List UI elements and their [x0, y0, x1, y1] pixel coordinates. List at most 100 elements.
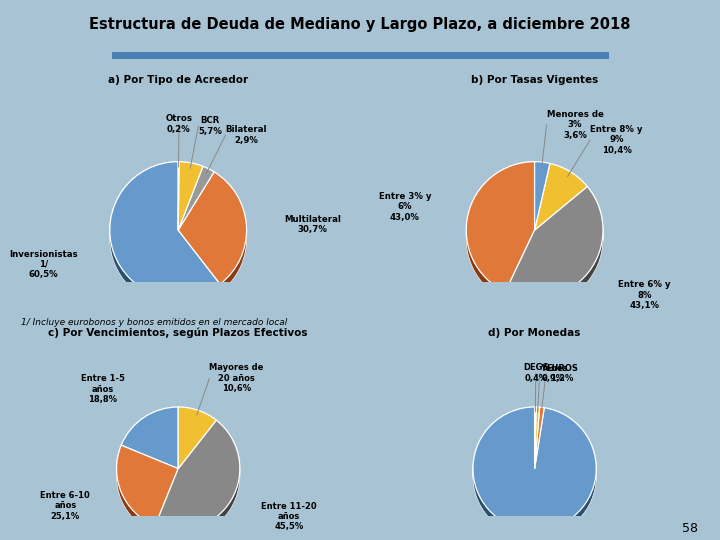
Wedge shape [467, 170, 534, 300]
Title: a) Por Tipo de Acreedor: a) Por Tipo de Acreedor [108, 76, 248, 85]
Title: d) Por Monedas: d) Por Monedas [488, 328, 581, 338]
Wedge shape [534, 409, 539, 471]
Wedge shape [121, 408, 179, 470]
Wedge shape [179, 411, 216, 473]
Wedge shape [534, 170, 588, 236]
Wedge shape [179, 167, 214, 231]
Wedge shape [534, 414, 536, 475]
Text: Inversionistas
1/
60,5%: Inversionistas 1/ 60,5% [9, 249, 78, 279]
Text: BCR
5,7%: BCR 5,7% [199, 116, 222, 136]
Title: b) Por Tasas Vigentes: b) Por Tasas Vigentes [471, 76, 598, 85]
Text: Menores de
3%
3,6%: Menores de 3% 3,6% [546, 110, 603, 140]
Wedge shape [179, 169, 203, 237]
Wedge shape [505, 192, 603, 305]
Wedge shape [534, 407, 536, 469]
Wedge shape [179, 172, 246, 284]
Wedge shape [534, 165, 550, 234]
Wedge shape [155, 423, 240, 534]
Wedge shape [473, 411, 596, 535]
Text: Multilateral
30,7%: Multilateral 30,7% [284, 215, 341, 234]
Wedge shape [117, 445, 179, 526]
Wedge shape [534, 167, 588, 234]
Text: Mayores de
20 años
10,6%: Mayores de 20 años 10,6% [210, 363, 264, 393]
Text: Entre 6% y
8%
43,1%: Entre 6% y 8% 43,1% [618, 280, 671, 310]
Wedge shape [505, 186, 603, 299]
Wedge shape [179, 176, 246, 288]
Text: Yenes
0,9%: Yenes 0,9% [540, 363, 567, 383]
Wedge shape [473, 414, 596, 537]
Wedge shape [534, 415, 539, 476]
Wedge shape [473, 413, 596, 536]
Wedge shape [121, 411, 179, 473]
Wedge shape [179, 172, 246, 284]
Wedge shape [179, 180, 246, 293]
Wedge shape [110, 166, 220, 303]
Text: Otros
0,2%: Otros 0,2% [166, 114, 192, 134]
Wedge shape [534, 410, 539, 472]
Wedge shape [534, 414, 544, 475]
Wedge shape [505, 195, 603, 307]
Wedge shape [110, 161, 220, 299]
Wedge shape [179, 173, 246, 285]
Wedge shape [473, 407, 596, 530]
Text: Entre 8% y
9%
10,4%: Entre 8% y 9% 10,4% [590, 125, 643, 155]
Wedge shape [179, 177, 246, 289]
Wedge shape [534, 411, 539, 473]
Wedge shape [534, 407, 539, 469]
Wedge shape [179, 413, 216, 474]
Wedge shape [534, 407, 544, 469]
Wedge shape [117, 453, 179, 534]
Wedge shape [117, 446, 179, 527]
Wedge shape [534, 414, 539, 475]
Wedge shape [534, 167, 550, 236]
Wedge shape [179, 415, 216, 476]
Wedge shape [534, 413, 536, 474]
Wedge shape [505, 191, 603, 303]
Wedge shape [473, 415, 596, 538]
Wedge shape [534, 163, 550, 231]
Wedge shape [534, 407, 539, 469]
Text: Entre 11-20
años
45,5%: Entre 11-20 años 45,5% [261, 502, 317, 531]
Text: Bilateral
2,9%: Bilateral 2,9% [225, 125, 267, 145]
Wedge shape [534, 413, 544, 474]
Wedge shape [179, 165, 203, 234]
Wedge shape [110, 161, 220, 299]
Wedge shape [179, 166, 203, 235]
Wedge shape [534, 172, 588, 238]
Wedge shape [467, 164, 534, 294]
Text: 1/ Incluye eurobonos y bonos emitidos en el mercado local: 1/ Incluye eurobonos y bonos emitidos en… [21, 318, 287, 327]
Wedge shape [467, 169, 534, 299]
Wedge shape [155, 424, 240, 535]
Wedge shape [179, 179, 246, 291]
Wedge shape [121, 414, 179, 475]
Wedge shape [179, 166, 214, 230]
Wedge shape [179, 171, 214, 235]
Wedge shape [534, 408, 536, 470]
Wedge shape [179, 168, 214, 232]
Wedge shape [534, 170, 550, 238]
Wedge shape [117, 451, 179, 532]
Wedge shape [155, 421, 240, 531]
Wedge shape [534, 165, 588, 231]
Wedge shape [121, 413, 179, 474]
Wedge shape [534, 415, 544, 476]
Title: c) Por Vencimientos, según Plazos Efectivos: c) Por Vencimientos, según Plazos Efecti… [48, 328, 308, 338]
Wedge shape [179, 164, 203, 232]
Wedge shape [534, 410, 544, 472]
Wedge shape [110, 167, 220, 305]
Wedge shape [121, 415, 179, 476]
Wedge shape [179, 173, 214, 237]
Wedge shape [155, 427, 240, 537]
Wedge shape [505, 187, 603, 300]
Wedge shape [179, 408, 216, 470]
Wedge shape [505, 189, 603, 301]
Wedge shape [473, 410, 596, 534]
Wedge shape [121, 410, 179, 472]
Wedge shape [155, 428, 240, 538]
Wedge shape [179, 409, 216, 471]
Wedge shape [534, 166, 588, 232]
Wedge shape [534, 407, 536, 469]
Wedge shape [179, 170, 203, 238]
Wedge shape [534, 411, 536, 473]
Wedge shape [179, 407, 216, 469]
